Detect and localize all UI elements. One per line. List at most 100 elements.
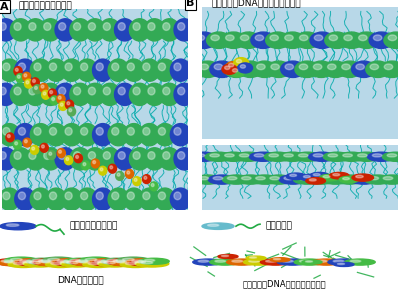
Circle shape — [38, 260, 50, 262]
Circle shape — [155, 188, 175, 210]
Circle shape — [322, 175, 349, 184]
Circle shape — [326, 177, 336, 180]
Circle shape — [144, 259, 155, 262]
Circle shape — [65, 63, 72, 71]
Circle shape — [333, 260, 344, 262]
Circle shape — [352, 174, 374, 181]
Circle shape — [15, 142, 18, 145]
Circle shape — [94, 260, 106, 262]
Circle shape — [306, 177, 326, 184]
Circle shape — [174, 128, 181, 135]
Circle shape — [220, 152, 247, 161]
Circle shape — [143, 63, 150, 71]
Circle shape — [234, 58, 249, 68]
Circle shape — [55, 19, 76, 41]
Circle shape — [266, 260, 276, 262]
Circle shape — [208, 224, 219, 226]
Circle shape — [238, 63, 252, 73]
Circle shape — [139, 124, 160, 146]
Circle shape — [304, 175, 310, 178]
Circle shape — [24, 79, 33, 88]
Circle shape — [59, 102, 67, 110]
Circle shape — [355, 177, 364, 180]
Circle shape — [66, 262, 78, 264]
Circle shape — [159, 83, 180, 106]
Circle shape — [102, 258, 132, 264]
Text: 正電荷を帯びた脅質: 正電荷を帯びた脅質 — [70, 222, 118, 231]
Text: B: B — [186, 0, 195, 8]
Circle shape — [88, 87, 96, 95]
Circle shape — [100, 19, 120, 41]
Circle shape — [260, 259, 291, 265]
Circle shape — [356, 175, 363, 178]
Text: 中性の脅質: 中性の脅質 — [266, 222, 293, 231]
Circle shape — [285, 64, 294, 70]
Circle shape — [34, 86, 37, 89]
Circle shape — [144, 148, 165, 170]
Circle shape — [232, 69, 238, 72]
Circle shape — [369, 32, 394, 48]
Circle shape — [313, 154, 323, 157]
Circle shape — [206, 32, 231, 48]
Circle shape — [170, 124, 191, 146]
Circle shape — [378, 175, 400, 184]
Circle shape — [30, 145, 38, 154]
Circle shape — [100, 168, 103, 171]
Circle shape — [80, 192, 88, 200]
Circle shape — [27, 258, 57, 264]
Circle shape — [64, 156, 73, 165]
Circle shape — [155, 59, 175, 81]
Circle shape — [270, 177, 280, 180]
Circle shape — [130, 19, 150, 41]
Circle shape — [313, 173, 320, 176]
Circle shape — [353, 152, 380, 161]
Circle shape — [116, 261, 127, 263]
Circle shape — [51, 262, 62, 265]
Circle shape — [350, 260, 361, 262]
Circle shape — [46, 124, 66, 146]
Circle shape — [100, 148, 120, 170]
Circle shape — [50, 96, 58, 105]
Circle shape — [302, 260, 322, 264]
Circle shape — [343, 177, 350, 180]
Circle shape — [44, 152, 51, 160]
Circle shape — [48, 89, 56, 98]
Circle shape — [74, 154, 82, 163]
Circle shape — [65, 128, 72, 135]
Circle shape — [57, 95, 65, 104]
Circle shape — [388, 35, 397, 41]
Circle shape — [139, 59, 160, 81]
Circle shape — [36, 260, 66, 266]
Circle shape — [343, 154, 352, 157]
Circle shape — [57, 260, 69, 262]
Circle shape — [50, 128, 57, 135]
Circle shape — [196, 61, 220, 77]
Circle shape — [80, 128, 88, 135]
Circle shape — [76, 155, 78, 158]
Circle shape — [251, 175, 278, 184]
Circle shape — [88, 23, 96, 30]
Circle shape — [294, 152, 321, 161]
Circle shape — [91, 159, 100, 168]
Circle shape — [116, 171, 124, 180]
Circle shape — [334, 262, 354, 267]
Circle shape — [285, 35, 293, 41]
Circle shape — [240, 65, 246, 68]
Circle shape — [148, 152, 155, 160]
Circle shape — [100, 83, 120, 106]
Circle shape — [108, 124, 128, 146]
Circle shape — [300, 174, 320, 181]
Circle shape — [103, 23, 110, 30]
Circle shape — [116, 257, 150, 264]
Circle shape — [67, 102, 70, 105]
Circle shape — [70, 259, 80, 262]
Circle shape — [192, 32, 216, 48]
Circle shape — [210, 154, 220, 157]
Text: DNA２重らせん: DNA２重らせん — [57, 275, 103, 284]
Circle shape — [284, 177, 294, 180]
Circle shape — [382, 152, 400, 161]
Circle shape — [88, 259, 122, 265]
Circle shape — [328, 259, 358, 265]
Circle shape — [309, 179, 316, 181]
Circle shape — [246, 256, 266, 260]
